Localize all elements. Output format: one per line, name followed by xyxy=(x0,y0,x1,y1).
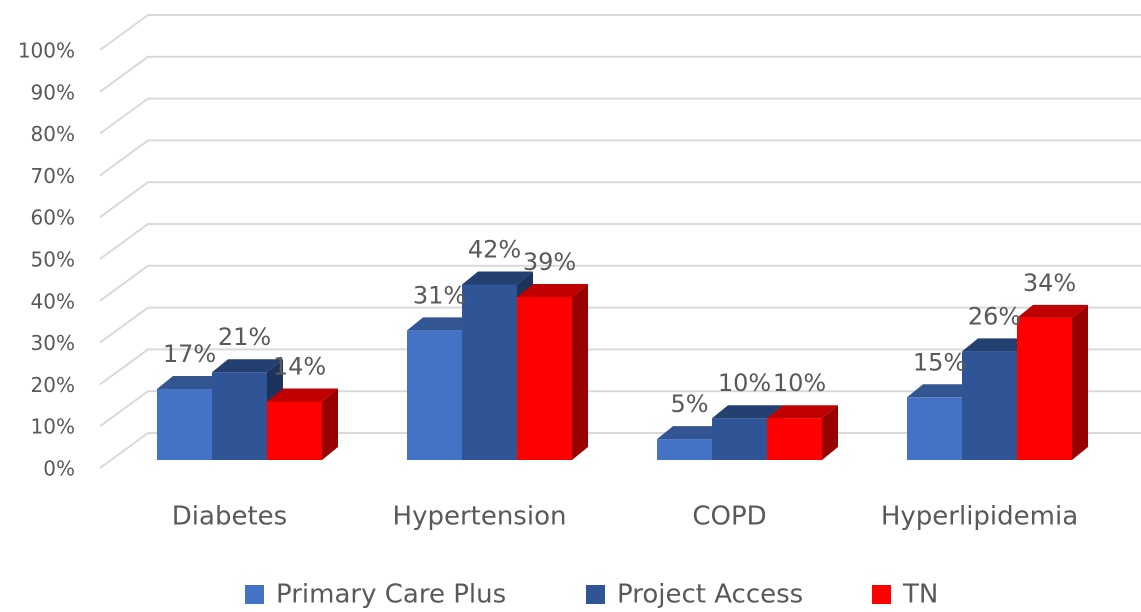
bar-top xyxy=(267,388,338,402)
bar xyxy=(267,401,322,460)
y-tick-label: 80% xyxy=(31,122,75,146)
y-tick-label: 10% xyxy=(31,415,75,439)
legend-swatch xyxy=(872,585,891,604)
data-label: 10% xyxy=(773,369,826,397)
legend-label: Primary Care Plus xyxy=(276,580,506,610)
grid-line xyxy=(99,223,1141,260)
bar-top xyxy=(907,384,978,398)
bar-side xyxy=(322,388,338,460)
bar-top xyxy=(962,338,1033,352)
bar-top xyxy=(712,405,783,419)
grid-line xyxy=(99,390,1141,428)
data-label: 31% xyxy=(413,281,466,309)
y-tick-label: 0% xyxy=(43,457,75,481)
grid-line xyxy=(99,97,1141,135)
x-tick-label: Hypertension xyxy=(393,502,567,532)
legend-label: Project Access xyxy=(617,580,803,610)
y-tick-label: 100% xyxy=(18,39,75,63)
bar-side xyxy=(572,283,588,460)
y-tick-label: 50% xyxy=(31,248,75,272)
legend-swatch xyxy=(586,585,605,604)
y-tick-label: 60% xyxy=(31,206,75,230)
bar xyxy=(517,296,572,460)
legend-swatch xyxy=(245,585,264,604)
grid-line xyxy=(99,348,1141,386)
bar xyxy=(157,388,212,460)
grid-line xyxy=(99,306,1141,344)
data-label: 5% xyxy=(670,390,708,418)
grid-line xyxy=(99,14,1141,51)
grid-line xyxy=(99,55,1141,93)
bar xyxy=(962,351,1017,460)
bar-top xyxy=(157,375,228,389)
bar xyxy=(767,418,822,460)
grid-line xyxy=(99,139,1141,177)
bar xyxy=(462,284,517,460)
bar-top xyxy=(657,426,728,440)
bar-side xyxy=(1072,304,1088,460)
data-label: 21% xyxy=(218,323,271,351)
y-tick-label: 70% xyxy=(31,164,75,188)
data-label: 10% xyxy=(718,369,771,397)
bar xyxy=(712,418,767,460)
data-label: 26% xyxy=(968,302,1021,330)
bar-top xyxy=(1017,304,1088,318)
bar-top xyxy=(407,317,478,331)
data-label: 14% xyxy=(273,352,326,380)
grid-line xyxy=(99,181,1141,219)
data-label: 39% xyxy=(523,248,576,276)
bar-top xyxy=(212,359,283,373)
y-tick-label: 30% xyxy=(31,331,75,355)
x-tick-label: COPD xyxy=(692,502,766,532)
bar xyxy=(407,330,462,460)
bar-top xyxy=(517,283,588,297)
x-tick-label: Hyperlipidemia xyxy=(881,502,1078,532)
bar xyxy=(907,397,962,460)
legend-label: TN xyxy=(902,580,938,610)
bar xyxy=(657,439,712,460)
bar xyxy=(1017,317,1072,460)
bar-top xyxy=(462,271,533,285)
grid-line xyxy=(99,264,1141,302)
data-label: 15% xyxy=(913,348,966,376)
bar-top xyxy=(767,405,838,419)
x-tick-label: Diabetes xyxy=(172,502,287,532)
data-label: 17% xyxy=(163,340,216,368)
y-tick-label: 90% xyxy=(31,80,75,104)
y-tick-label: 40% xyxy=(31,289,75,313)
bar xyxy=(212,372,267,460)
data-label: 42% xyxy=(468,235,521,263)
y-tick-label: 20% xyxy=(31,373,75,397)
bar-side xyxy=(822,405,838,460)
data-label: 34% xyxy=(1023,269,1076,297)
